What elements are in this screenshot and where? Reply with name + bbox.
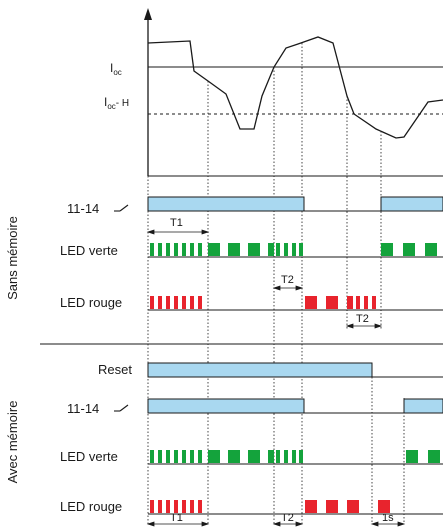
relay-label-avec: 11-14 [67,401,99,416]
relay-bar-sans-2 [380,196,443,212]
t2-label-sans-lower: T2 [356,313,369,325]
ioc-h-label: Ioc- H [104,95,129,111]
t1-dimension-sans [146,229,210,235]
t2-label-avec: T2 [281,512,294,524]
section-avec-memoire: Avec mémoire [5,401,20,484]
led-verte-blinks-avec [150,450,440,463]
current-curve [147,36,443,139]
led-rouge-blinks-sans [150,296,376,309]
reset-bar [147,362,373,378]
t2-dimension-sans-upper [272,285,304,291]
reset-label: Reset [98,362,132,377]
relay-label-sans: 11-14 [67,201,99,216]
led-rouge-blinks-avec [150,500,390,513]
relay-bar-avec-2 [403,398,443,414]
t1-label-avec: T1 [170,512,183,524]
led-verte-label-sans: LED verte [60,243,118,258]
led-rouge-label-avec: LED rouge [60,499,122,514]
t1-dimension-avec [146,521,210,527]
relay-bar-avec-1 [147,398,305,414]
t2-dimension-avec [272,521,304,527]
one-second-label: 1s [382,512,394,524]
led-verte-blinks-sans [150,243,437,256]
one-second-dimension [370,521,406,527]
relay-bar-sans-1 [147,196,305,212]
t2-dimension-sans-lower [345,323,383,329]
relay-contact-icon [114,204,129,212]
led-rouge-label-sans: LED rouge [60,295,122,310]
time-guides [147,43,405,524]
t2-label-sans-upper: T2 [281,274,294,286]
led-verte-label-avec: LED verte [60,449,118,464]
t1-label-sans: T1 [170,217,183,229]
relay-contact-icon-avec [114,404,129,412]
y-axis-arrow-icon [144,8,152,20]
section-sans-memoire: Sans mémoire [5,216,20,300]
ioc-label: Ioc [110,61,122,77]
